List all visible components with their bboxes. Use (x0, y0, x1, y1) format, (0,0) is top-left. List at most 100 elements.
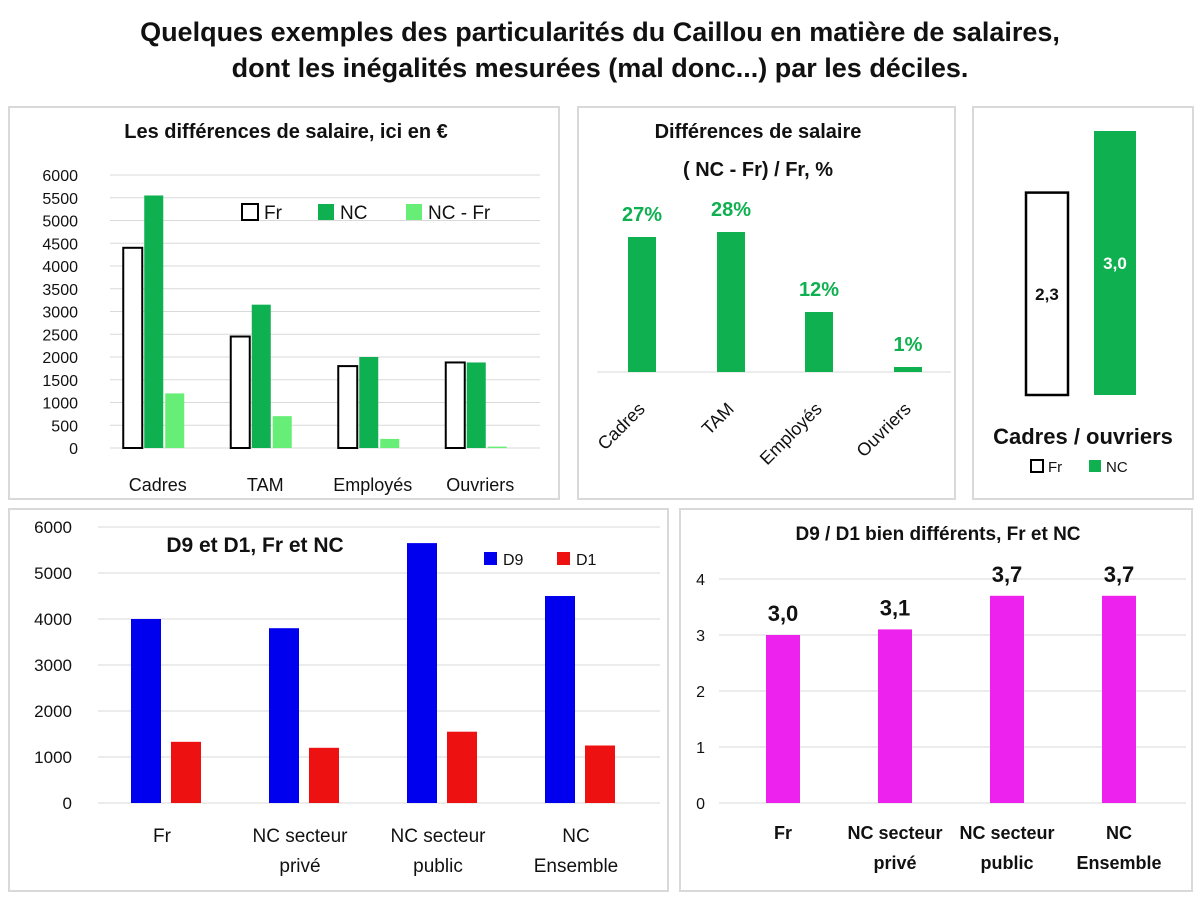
chart-salary-diff-eur: Les différences de salaire, ici en € 0 500… (8, 106, 560, 500)
bar (144, 195, 164, 448)
bar (717, 232, 745, 372)
y-tick-label: 1 (696, 740, 705, 757)
chart-cadres-ouvriers: 2,3 3,0 Cadres / ouvriers Fr NC (972, 106, 1194, 500)
x-tick-label: Ouvriers (446, 475, 514, 495)
data-label: 3,0 (1103, 254, 1127, 273)
bar (447, 731, 477, 803)
y-tick-label: 500 (51, 418, 78, 435)
legend-label: NC (1106, 459, 1128, 476)
x-tick-label: NC (1106, 823, 1132, 843)
bar (878, 629, 912, 803)
legend-label: D1 (576, 552, 597, 569)
chart-cadres-ouvriers-svg: 2,3 3,0 Cadres / ouvriers Fr NC (993, 131, 1173, 476)
x-tick-label: NC secteur (390, 826, 486, 847)
bar (628, 237, 656, 372)
legend-swatch (1030, 459, 1044, 473)
y-tick-label: 3000 (42, 305, 78, 322)
chart-salary-diff-pct: Différences de salaire ( NC - Fr) / Fr, %… (577, 106, 956, 500)
legend-swatch (484, 552, 497, 565)
main-title-line1: Quelques exemples des particularités du … (140, 17, 1060, 47)
x-tick-label: privé (873, 853, 916, 873)
bar (359, 357, 379, 448)
bar (545, 596, 575, 803)
chart-salary-diff-eur-svg: Les différences de salaire, ici en € 0 500… (42, 121, 540, 495)
legend-label: D9 (503, 552, 524, 569)
main-title: Quelques exemples des particularités du … (0, 14, 1200, 86)
y-tick-label: 5000 (42, 214, 78, 231)
x-tick-label: Ensemble (534, 856, 619, 877)
y-tick-label: 2 (696, 684, 705, 701)
bar (272, 416, 292, 448)
bar (466, 362, 486, 448)
y-tick-label: 2000 (42, 350, 78, 367)
x-tick-label: Fr (153, 826, 172, 847)
y-tick-label: 4 (696, 572, 705, 589)
chart-salary-diff-pct-svg: Différences de salaire ( NC - Fr) / Fr, %… (594, 121, 951, 469)
chart-d9-d1-svg: 0 1000 2000 3000 4000 5000 6000 D9 et D1, Fr et… (34, 518, 660, 877)
bar (585, 745, 615, 803)
x-tick-label: NC secteur (959, 823, 1054, 843)
legend-swatch (406, 204, 422, 220)
data-label: 2,3 (1035, 285, 1059, 304)
x-tick-label: Cadres (594, 399, 649, 454)
bar (990, 595, 1024, 803)
x-tick-label: TAM (247, 475, 284, 495)
bar (487, 446, 507, 448)
bar (1102, 595, 1136, 803)
chart-title: D9 et D1, Fr et NC (166, 534, 343, 557)
y-tick-label: 1000 (34, 748, 72, 767)
bar (337, 365, 359, 450)
x-tick-label: NC (562, 826, 589, 847)
bar (1024, 191, 1070, 397)
y-tick-label: 6000 (34, 518, 72, 537)
chart-d9-over-d1-svg: D9 / D1 bien différents, Fr et NC 0 1 2 3 4 3,… (696, 524, 1186, 873)
data-label: 27% (622, 204, 662, 226)
bar (1094, 131, 1136, 395)
data-label: 3,7 (1104, 562, 1135, 587)
y-tick-label: 1000 (42, 396, 78, 413)
chart-title: ( NC - Fr) / Fr, % (683, 159, 833, 181)
bar (766, 635, 800, 803)
y-tick-label: 0 (63, 794, 72, 813)
x-tick-label: Ouvriers (853, 399, 915, 461)
bar (122, 246, 144, 449)
legend-swatch (241, 203, 259, 221)
y-tick-label: 5500 (42, 191, 78, 208)
chart-title: Cadres / ouvriers (993, 424, 1173, 449)
chart-d9-over-d1: D9 / D1 bien différents, Fr et NC 0 1 2 3 4 3,… (679, 508, 1193, 892)
bar (309, 747, 339, 803)
data-label: 28% (711, 199, 751, 221)
bar (229, 335, 251, 449)
y-tick-label: 3500 (42, 282, 78, 299)
x-tick-label: Employés (756, 399, 826, 469)
bar (380, 438, 400, 448)
data-label: 3,0 (768, 601, 799, 626)
bar (805, 312, 833, 372)
legend-label: NC (340, 203, 367, 224)
y-tick-label: 2500 (42, 327, 78, 344)
y-tick-label: 3000 (34, 656, 72, 675)
y-tick-label: 0 (696, 796, 705, 813)
data-label: 12% (799, 279, 839, 301)
legend-label: Fr (264, 203, 283, 224)
x-tick-label: Ensemble (1076, 853, 1161, 873)
x-tick-label: Cadres (129, 475, 187, 495)
x-tick-label: TAM (698, 399, 738, 439)
data-label: 1% (894, 334, 923, 356)
bar (251, 304, 271, 448)
x-tick-label: public (981, 853, 1034, 873)
y-tick-label: 6000 (42, 168, 78, 185)
y-tick-label: 4000 (34, 610, 72, 629)
legend-swatch (318, 204, 334, 220)
bar (407, 543, 437, 803)
x-tick-label: Employés (333, 475, 412, 495)
legend-swatch (557, 552, 570, 565)
y-tick-label: 4000 (42, 259, 78, 276)
legend-swatch (1089, 460, 1101, 472)
bar (171, 741, 201, 803)
main-title-line2: dont les inégalités mesurées (mal donc..… (231, 53, 969, 83)
x-tick-label: NC secteur (847, 823, 942, 843)
y-tick-label: 5000 (34, 564, 72, 583)
x-tick-label: privé (279, 856, 320, 877)
x-tick-label: public (413, 856, 463, 877)
